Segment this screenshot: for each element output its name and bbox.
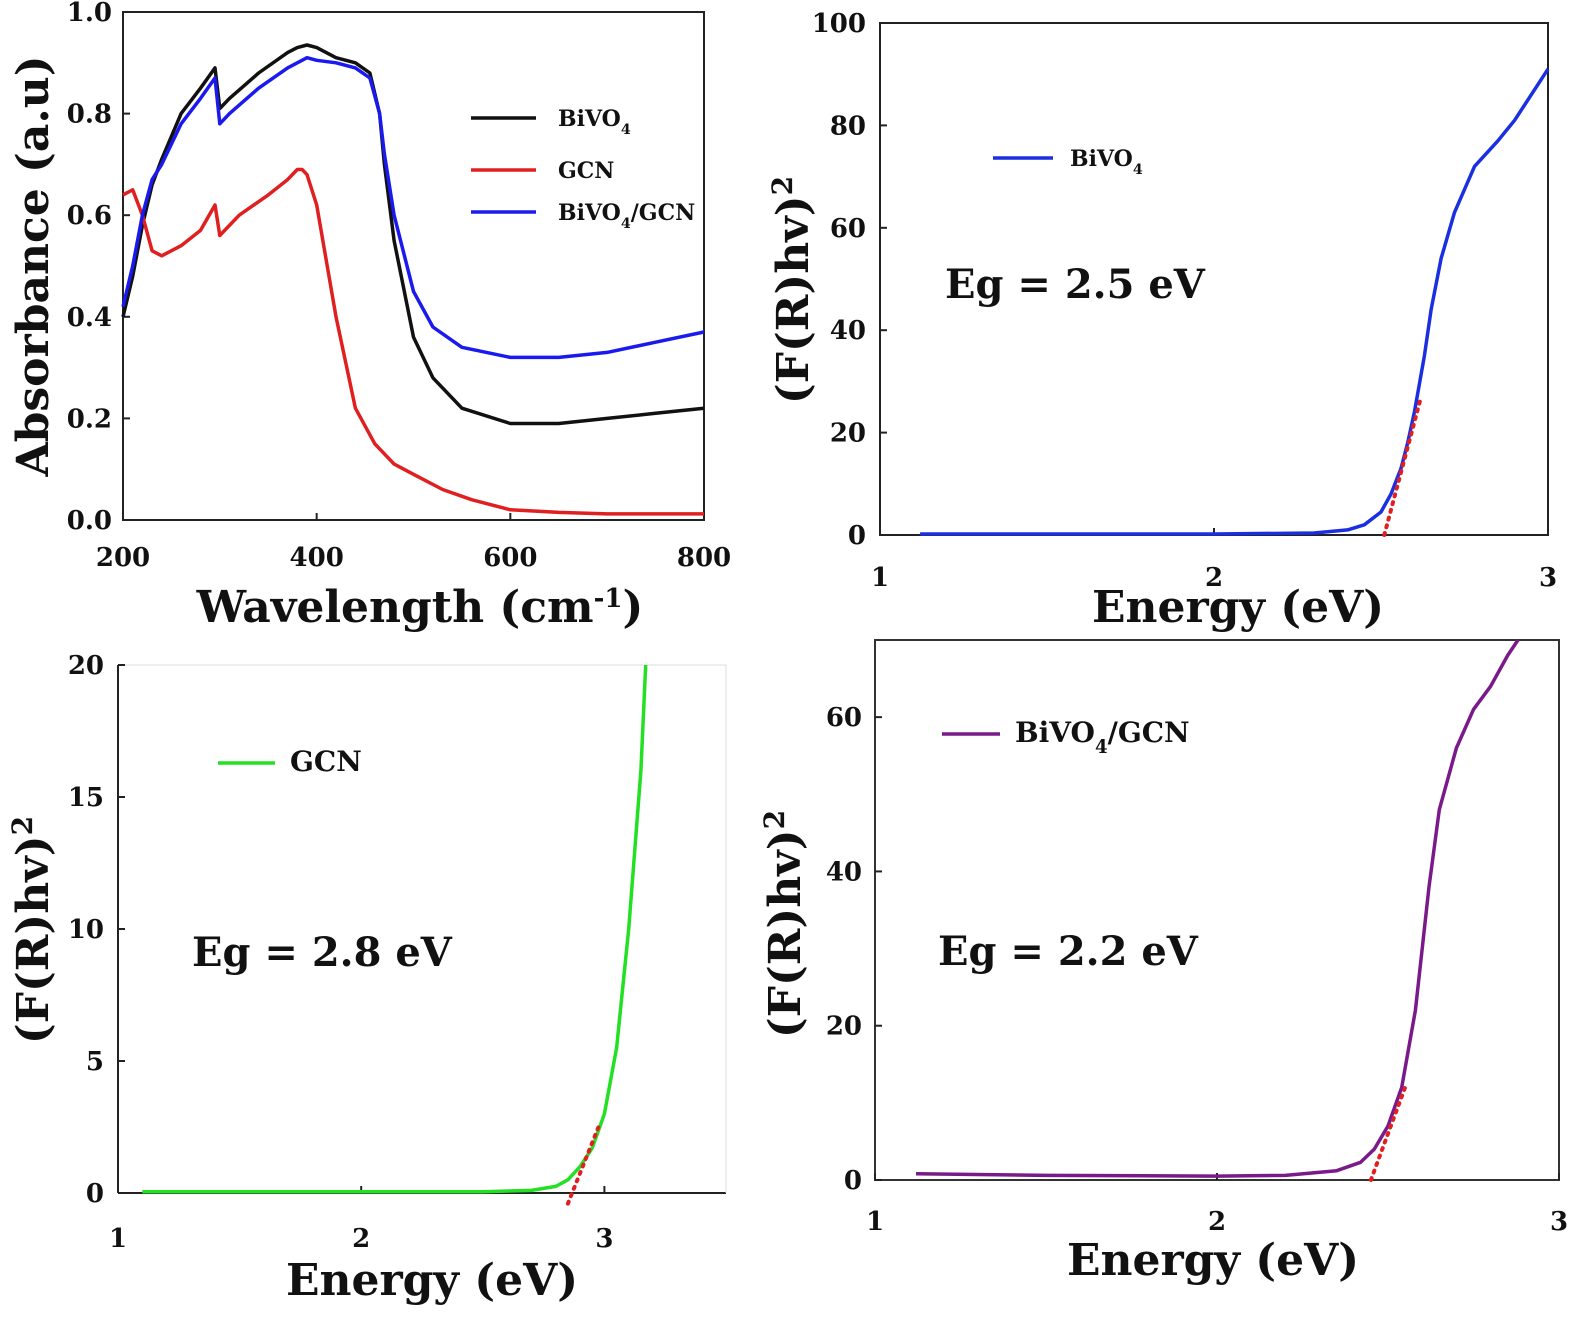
y-axis-title-sup: 2 [6,816,39,835]
x-tick-label: 200 [96,543,150,573]
y-tick-label: 80 [830,111,866,141]
legend-label-text: BiVO [558,200,621,226]
legend-label: GCN [290,745,362,778]
legend-label: BiVO4 [558,106,631,138]
series-line [920,68,1550,536]
x-tick-label: 3 [595,1224,613,1254]
legend-label-sub: 4 [621,122,631,138]
x-tick-label: 2 [1208,1207,1226,1237]
x-tick-label: 600 [483,543,537,573]
x-tick-label: 1 [866,1207,884,1237]
x-axis-title-text: Energy (eV) [286,1255,578,1306]
bandgap-annotation: Eg = 2.8 eV [192,929,453,976]
y-axis-title-sup: 2 [766,176,799,195]
x-axis-title: Energy (eV) [1067,1235,1359,1286]
x-tick-label: 3 [1539,563,1557,593]
y-tick-label: 0 [844,1166,862,1196]
y-tick-label: 0.6 [67,201,112,231]
x-tick-label: 3 [1550,1207,1568,1237]
legend-label-text: GCN [558,158,614,184]
series-line [121,55,705,360]
y-axis-title-text: (F(R)hv) [768,195,819,404]
legend-label: BiVO4/GCN [558,200,695,232]
y-axis-title: (F(R)hv)2 [766,176,820,404]
legend-label: BiVO4/GCN [1015,716,1190,758]
legend-label-sub: 4 [621,216,631,232]
x-axis-title: Energy (eV) [1092,582,1384,633]
y-axis-title-sup: 2 [758,810,791,829]
x-tick-label: 1 [109,1224,127,1254]
plot-frame [874,639,1560,1181]
x-tick-label: 1 [871,563,889,593]
y-tick-label: 1.0 [67,0,112,28]
y-tick-label: 15 [68,783,104,813]
x-axis-title: Energy (eV) [286,1255,578,1306]
tangent-line [1382,394,1424,537]
x-axis-title-text: Energy (eV) [1067,1235,1359,1286]
y-tick-label: 10 [68,915,104,945]
series-line [915,639,1520,1178]
y-tick-label: 60 [830,214,866,244]
legend-label-text: GCN [290,745,362,778]
legend-label: GCN [558,158,614,184]
y-tick-label: 20 [68,651,104,681]
x-tick-label: 400 [290,543,344,573]
y-tick-label: 60 [826,703,862,733]
legend-label-text: BiVO [1070,146,1133,172]
y-tick-label: 20 [830,419,866,449]
y-axis-title: Absorbance (a.u) [8,55,59,477]
legend-label-sub: 4 [1133,162,1143,178]
y-tick-label: 100 [812,9,866,39]
tangent-line [565,1122,602,1206]
x-axis-title-text: Energy (eV) [1092,582,1384,633]
x-tick-label: 800 [677,543,731,573]
y-tick-label: 0.4 [67,303,112,333]
y-tick-label: 0.0 [67,506,112,536]
y-axis-title-text: (F(R)hv) [760,829,811,1038]
y-tick-label: 0.2 [67,404,112,434]
y-axis-title: (F(R)hv)2 [6,816,60,1044]
legend-label-sub: 4 [1095,737,1108,758]
x-axis-title-text: Wavelength (cm [196,582,594,633]
legend-label-end: /GCN [1108,716,1190,749]
legend-label-end: /GCN [631,200,695,226]
bandgap-annotation: Eg = 2.5 eV [945,261,1206,308]
legend-label-text: BiVO [558,106,621,132]
y-axis-title-text: Absorbance (a.u) [8,55,59,477]
plot-frame [122,11,705,521]
y-tick-label: 40 [830,316,866,346]
y-tick-label: 0 [848,521,866,551]
x-axis-title-sup: -1 [594,584,623,614]
series-line [121,43,705,426]
y-tick-label: 20 [826,1012,862,1042]
y-tick-label: 5 [86,1047,104,1077]
y-axis-title-text: (F(R)hv) [8,835,59,1044]
x-axis-title-end: ) [623,582,644,633]
y-tick-label: 0.8 [67,100,112,130]
x-tick-label: 2 [1205,563,1223,593]
x-axis-title: Wavelength (cm-1) [196,582,644,633]
x-tick-label: 2 [352,1224,370,1254]
legend-label: BiVO4 [1070,146,1143,178]
bandgap-annotation: Eg = 2.2 eV [938,928,1199,975]
y-tick-label: 0 [86,1179,104,1209]
tangent-line [1368,1085,1408,1182]
series-line [142,664,648,1194]
absorbance-chart: 0.0 0.2 0.4 0.6 0.8 1.0 200 400 600 800 Wavelength… [8,0,731,633]
legend-label-text: BiVO [1015,716,1095,749]
y-tick-label: 40 [826,857,862,887]
series-line [122,167,704,516]
y-axis-title: (F(R)hv)2 [758,810,812,1038]
